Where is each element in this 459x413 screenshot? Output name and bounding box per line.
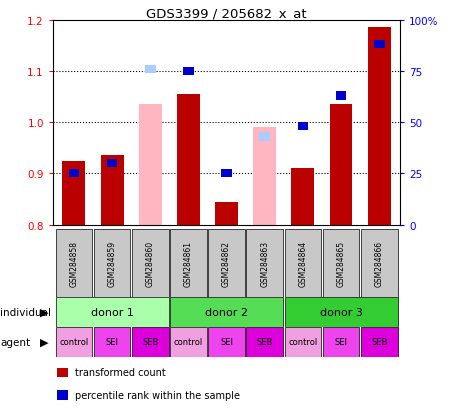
Bar bbox=[221, 170, 231, 178]
Bar bbox=[145, 66, 155, 74]
Bar bbox=[360, 229, 397, 297]
Bar bbox=[170, 229, 206, 297]
Text: GSM284858: GSM284858 bbox=[69, 240, 78, 286]
Bar bbox=[284, 327, 320, 357]
Text: ▶: ▶ bbox=[40, 307, 48, 317]
Bar bbox=[208, 229, 244, 297]
Text: percentile rank within the sample: percentile rank within the sample bbox=[74, 390, 239, 400]
Text: control: control bbox=[59, 337, 88, 347]
Text: GSM284866: GSM284866 bbox=[374, 240, 383, 286]
Bar bbox=[56, 297, 168, 327]
Bar bbox=[183, 68, 193, 76]
Text: control: control bbox=[288, 337, 317, 347]
Text: SEB: SEB bbox=[256, 337, 272, 347]
Bar bbox=[329, 105, 352, 225]
Bar bbox=[170, 297, 282, 327]
Bar bbox=[139, 105, 161, 225]
Bar bbox=[132, 229, 168, 297]
Text: GSM284860: GSM284860 bbox=[146, 240, 154, 286]
Text: SEI: SEI bbox=[105, 337, 118, 347]
Text: donor 3: donor 3 bbox=[319, 307, 362, 317]
Text: GSM284865: GSM284865 bbox=[336, 240, 345, 286]
Bar bbox=[208, 327, 244, 357]
Bar bbox=[170, 327, 206, 357]
Bar bbox=[215, 202, 237, 225]
Text: GSM284862: GSM284862 bbox=[222, 240, 230, 286]
Text: control: control bbox=[174, 337, 202, 347]
Bar bbox=[259, 133, 269, 141]
Text: GSM284859: GSM284859 bbox=[107, 240, 116, 286]
Text: agent: agent bbox=[0, 337, 30, 347]
Text: donor 2: donor 2 bbox=[205, 307, 247, 317]
Bar bbox=[94, 327, 130, 357]
Text: SEI: SEI bbox=[219, 337, 233, 347]
Bar bbox=[246, 327, 282, 357]
Bar bbox=[360, 327, 397, 357]
Bar bbox=[335, 92, 346, 100]
Bar bbox=[56, 229, 92, 297]
Bar bbox=[68, 170, 79, 178]
Text: transformed count: transformed count bbox=[74, 367, 165, 377]
Text: GSM284864: GSM284864 bbox=[298, 240, 307, 286]
Bar bbox=[322, 229, 358, 297]
Bar bbox=[101, 156, 123, 225]
Bar bbox=[62, 161, 85, 225]
Title: GDS3399 / 205682_x_at: GDS3399 / 205682_x_at bbox=[146, 7, 306, 19]
Bar bbox=[56, 327, 92, 357]
Text: SEB: SEB bbox=[370, 337, 386, 347]
Bar bbox=[297, 123, 308, 131]
Text: individual: individual bbox=[0, 307, 51, 317]
Bar bbox=[284, 229, 320, 297]
Text: GSM284861: GSM284861 bbox=[184, 240, 192, 286]
Bar bbox=[177, 95, 199, 225]
Bar bbox=[253, 128, 275, 225]
Bar bbox=[246, 229, 282, 297]
Bar bbox=[322, 327, 358, 357]
Bar bbox=[132, 327, 168, 357]
Text: donor 1: donor 1 bbox=[90, 307, 133, 317]
Bar bbox=[284, 297, 397, 327]
Text: SEI: SEI bbox=[334, 337, 347, 347]
Bar bbox=[106, 160, 117, 168]
Bar bbox=[94, 229, 130, 297]
Bar bbox=[291, 169, 313, 225]
Text: ▶: ▶ bbox=[40, 337, 48, 347]
Bar bbox=[367, 28, 390, 225]
Text: GSM284863: GSM284863 bbox=[260, 240, 269, 286]
Bar bbox=[373, 41, 384, 49]
Text: SEB: SEB bbox=[142, 337, 158, 347]
